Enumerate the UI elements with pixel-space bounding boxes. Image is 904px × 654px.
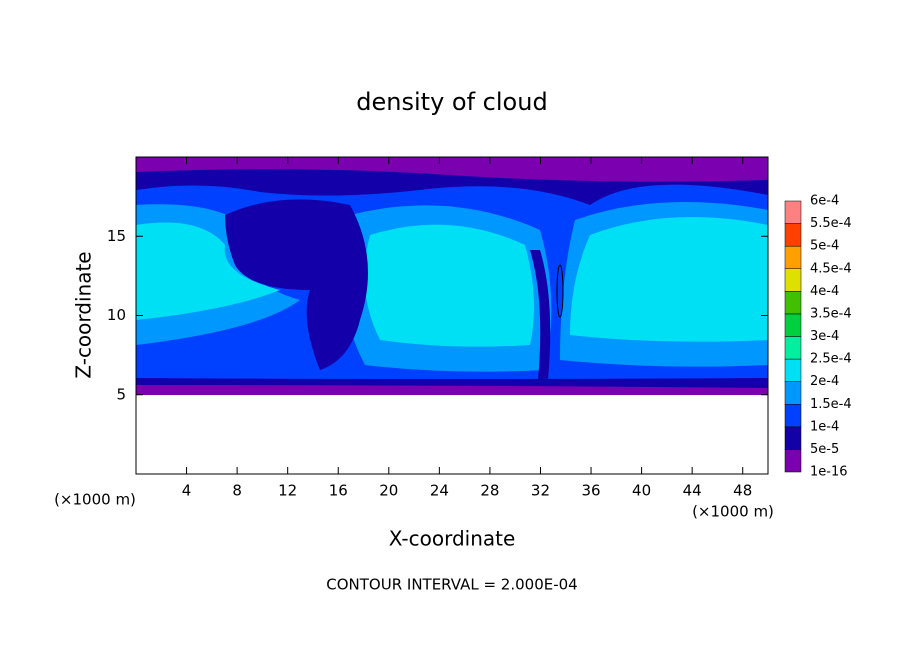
colorbar-band: [784, 404, 802, 428]
chart-title: density of cloud: [356, 88, 547, 116]
field-band: [530, 250, 551, 380]
x-tick-label: 4: [182, 482, 192, 500]
y-axis-label: Z-coordinate: [72, 251, 96, 378]
x-tick-label: 20: [379, 482, 398, 500]
x-tick-label: 40: [632, 482, 651, 500]
colorbar-band: [784, 313, 802, 337]
x-tick-label: 32: [531, 482, 550, 500]
field-band: [225, 199, 368, 370]
x-unit-label: (×1000 m): [692, 503, 774, 521]
colorbar-band: [784, 223, 802, 247]
colorbar-label: 4e-4: [810, 284, 839, 299]
y-tick-label: 5: [116, 385, 126, 403]
colorbar-label: 1e-4: [810, 419, 839, 434]
colorbar-band: [784, 245, 802, 270]
colorbar-label: 2e-4: [810, 374, 839, 389]
annotation: CONTOUR INTERVAL = 2.000E-04: [326, 576, 577, 594]
x-tick-label: 16: [329, 482, 348, 500]
colorbar-band: [784, 200, 802, 224]
colorbar-band: [784, 426, 802, 450]
colorbar-label: 3e-4: [810, 329, 839, 344]
x-tick-label: 48: [733, 482, 752, 500]
x-tick-label: 12: [278, 482, 297, 500]
colorbar-label: 2.5e-4: [810, 352, 852, 367]
x-tick-label: 28: [480, 482, 499, 500]
x-tick-label: 44: [683, 482, 702, 500]
y-tick-label: 10: [107, 306, 126, 324]
colorbar-label: 6e-4: [810, 194, 839, 209]
colorbar-label: 1e-16: [810, 465, 848, 480]
colorbar-label: 3.5e-4: [810, 306, 852, 321]
colorbar-label: 4.5e-4: [810, 261, 852, 276]
colorbar-label: 5e-4: [810, 239, 839, 254]
colorbar-band: [784, 268, 802, 292]
colorbar-band: [784, 358, 802, 382]
colorbar-label: 5e-5: [810, 442, 839, 457]
field-band: [364, 224, 534, 347]
colorbar-band: [784, 336, 802, 360]
x-axis-label: X-coordinate: [389, 527, 516, 551]
y-tick-label: 15: [107, 227, 126, 245]
colorbar-band: [784, 381, 802, 405]
y-unit-label: (×1000 m): [54, 491, 136, 509]
colorbar-label: 5.5e-4: [810, 216, 852, 231]
field-band: [570, 217, 768, 342]
field-band: [136, 222, 280, 320]
contour-line: [556, 264, 564, 318]
x-tick-label: 8: [232, 482, 242, 500]
contour-field: [136, 157, 768, 395]
colorbar-band: [784, 449, 802, 473]
x-tick-label: 36: [581, 482, 600, 500]
colorbar-label: 1.5e-4: [810, 397, 852, 412]
colorbar-band: [784, 291, 802, 315]
x-tick-label: 24: [430, 482, 449, 500]
